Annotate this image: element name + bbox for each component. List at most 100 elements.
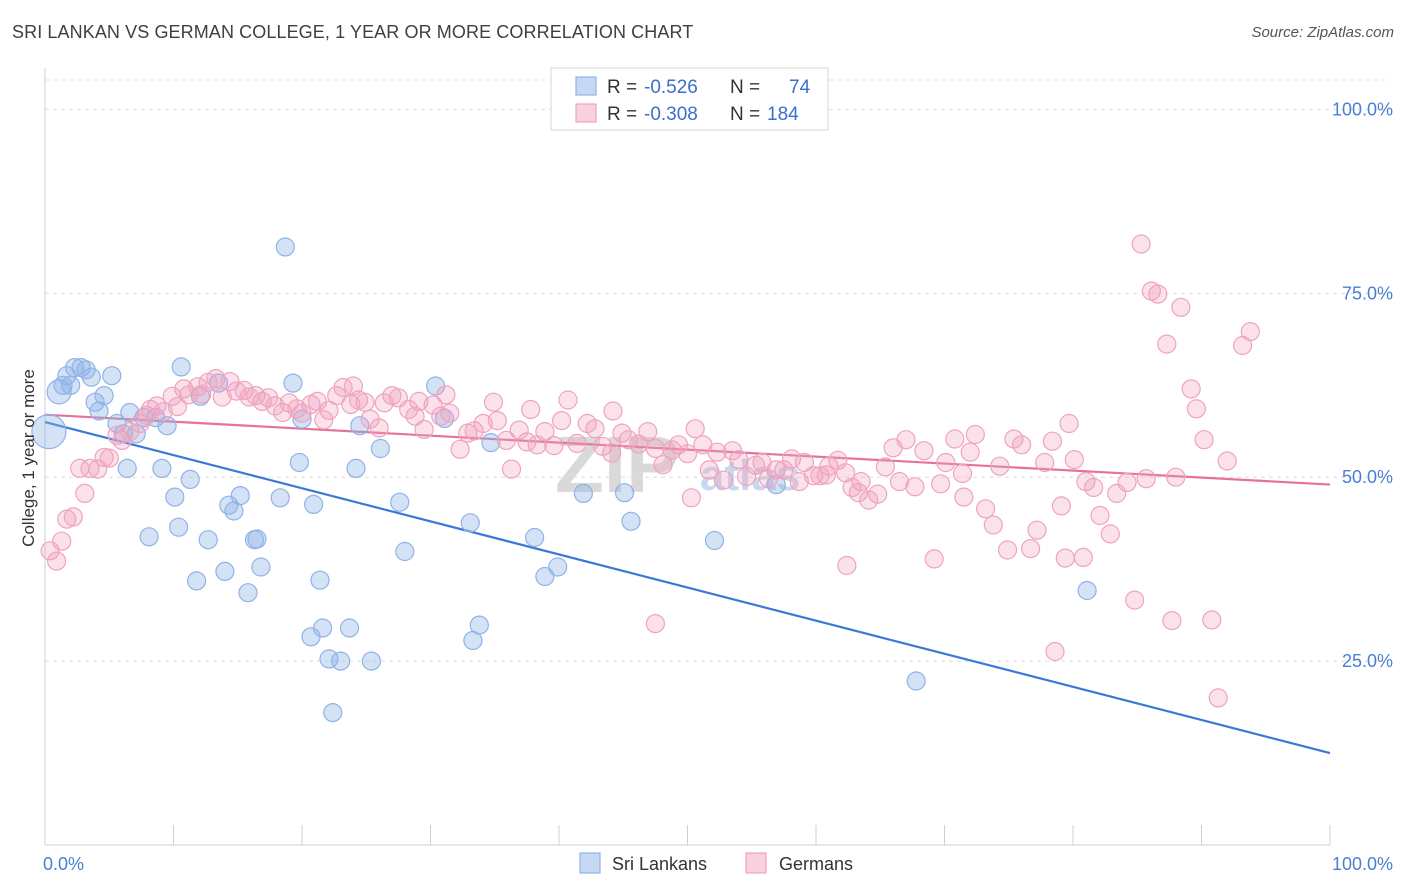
german-point [645, 613, 666, 634]
german-point [1131, 234, 1151, 254]
y-axis-label: College, 1 year or more [19, 369, 38, 547]
german-point [653, 455, 673, 475]
legend-n-value-2: 184 [767, 104, 799, 125]
german-point [1117, 472, 1137, 492]
german-point [80, 458, 100, 478]
german-point [1073, 547, 1093, 568]
y-tick-label: 50.0% [1342, 467, 1393, 487]
sri-lankan-point [339, 618, 360, 638]
german-point [645, 438, 666, 459]
german-point [107, 425, 127, 445]
german-point [333, 377, 353, 398]
german-point [63, 507, 83, 527]
german-point [369, 418, 389, 438]
sri-lankan-point [215, 561, 235, 582]
sri-lankan-point [238, 583, 258, 603]
german-point [414, 419, 434, 439]
german-point [120, 422, 140, 442]
german-point [174, 379, 194, 399]
german-point [585, 419, 605, 439]
legend-n-value-1: 74 [789, 77, 811, 98]
german-point [681, 488, 702, 508]
german-point [1202, 610, 1222, 630]
sri-lankan-point [89, 401, 109, 421]
german-point [677, 444, 698, 464]
german-point [1020, 538, 1041, 559]
german-point [997, 540, 1018, 560]
german-point [501, 459, 522, 479]
german-point [46, 551, 67, 571]
legend-r-value-1: -0.526 [644, 77, 698, 98]
legend-n-label-2: N = [730, 104, 760, 125]
sri-lankan-point [350, 416, 370, 436]
german-point [1027, 520, 1047, 540]
german-point [440, 403, 460, 423]
sri-lankan-point [481, 433, 501, 453]
german-point [1162, 610, 1182, 631]
sri-lankan-point [906, 671, 926, 691]
german-point [848, 483, 869, 503]
sri-lankan-point [313, 618, 333, 638]
german-point [945, 429, 965, 449]
sri-lankan-point [81, 367, 101, 387]
german-point [1076, 472, 1096, 492]
legend-r-label-2: R = [607, 104, 637, 125]
german-point [774, 460, 794, 480]
german-point [450, 439, 470, 459]
sri-lankan-point [139, 527, 159, 547]
sri-lankan-point [247, 529, 267, 549]
sri-lankan-point [323, 702, 343, 723]
sri-lankan-point [31, 414, 67, 450]
german-point [496, 430, 516, 450]
german-point [483, 392, 504, 412]
german-point [851, 472, 871, 492]
german-point [781, 449, 802, 469]
sri-lankan-point [395, 541, 415, 562]
german-point [88, 459, 108, 479]
german-point [1194, 430, 1214, 450]
sri-lankan-point [548, 557, 568, 577]
legend-swatch-sri-lankans [575, 76, 597, 96]
legend: R = -0.526 N = 74 R = -0.308 N = 184 [550, 67, 829, 131]
y-tick-label: 25.0% [1342, 651, 1393, 671]
sri-lankan-point [524, 527, 545, 548]
sri-lankan-point [251, 557, 271, 577]
german-point [924, 549, 944, 569]
bottom-legend: Sri Lankans Germans [579, 852, 853, 874]
german-point [423, 395, 443, 415]
german-point [685, 419, 705, 439]
sri-lankan-point [304, 494, 324, 514]
german-point [699, 460, 719, 480]
german-point [930, 474, 951, 494]
sri-lankan-point [614, 483, 635, 503]
german-point [273, 402, 293, 423]
german-point [1208, 688, 1228, 708]
sri-lankan-point [390, 492, 410, 512]
german-point [954, 487, 974, 507]
german-point [603, 401, 623, 421]
german-point [1171, 297, 1191, 317]
data-points [31, 234, 1260, 723]
german-point [896, 430, 916, 450]
german-point [374, 393, 394, 413]
german-point [1090, 505, 1110, 526]
german-point [535, 422, 555, 442]
german-point [521, 399, 541, 420]
german-point [355, 392, 375, 412]
german-point [905, 477, 925, 497]
german-point [473, 413, 493, 434]
german-point [1166, 467, 1186, 487]
german-point [914, 441, 934, 461]
german-point [965, 424, 985, 445]
german-point [206, 369, 226, 389]
german-point [1100, 524, 1120, 544]
german-point [816, 465, 836, 485]
german-point [314, 410, 334, 430]
german-point [1035, 452, 1055, 473]
german-point [167, 397, 187, 417]
sri-lankan-point [270, 488, 290, 508]
sri-lankan-point [460, 513, 480, 533]
german-point [960, 442, 980, 462]
german-point [766, 460, 786, 480]
german-point [252, 391, 272, 411]
